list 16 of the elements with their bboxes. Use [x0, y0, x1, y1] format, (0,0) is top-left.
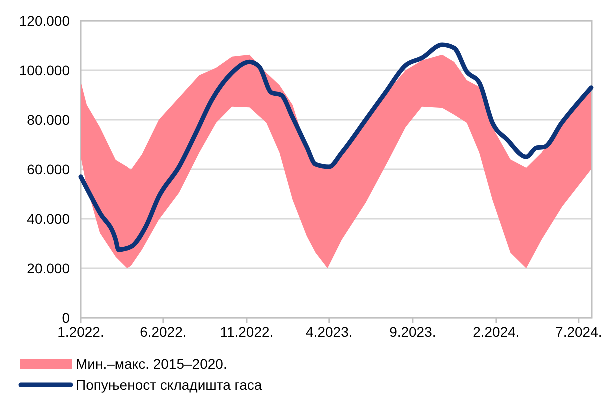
x-tick-label: 7.2024. — [556, 324, 602, 340]
y-tick-label: 0 — [62, 310, 70, 326]
x-tick-label: 4.2023. — [306, 324, 353, 340]
y-tick-label: 20.000 — [27, 260, 70, 276]
y-tick-label: 120.000 — [19, 13, 70, 29]
y-tick-label: 40.000 — [27, 211, 70, 227]
legend-label: Мин.–макс. 2015–2020. — [76, 356, 228, 372]
y-tick-label: 60.000 — [27, 162, 70, 178]
x-tick-label: 2.2024. — [473, 324, 520, 340]
y-tick-label: 80.000 — [27, 112, 70, 128]
x-tick-label: 11.2022. — [220, 324, 274, 340]
x-tick-label: 1.2022. — [58, 324, 104, 340]
x-tick-label: 6.2022. — [140, 324, 187, 340]
legend-label: Попуњеност складишта гаса — [76, 377, 262, 393]
y-tick-label: 100.000 — [19, 62, 70, 78]
x-tick-label: 9.2023. — [390, 324, 436, 340]
